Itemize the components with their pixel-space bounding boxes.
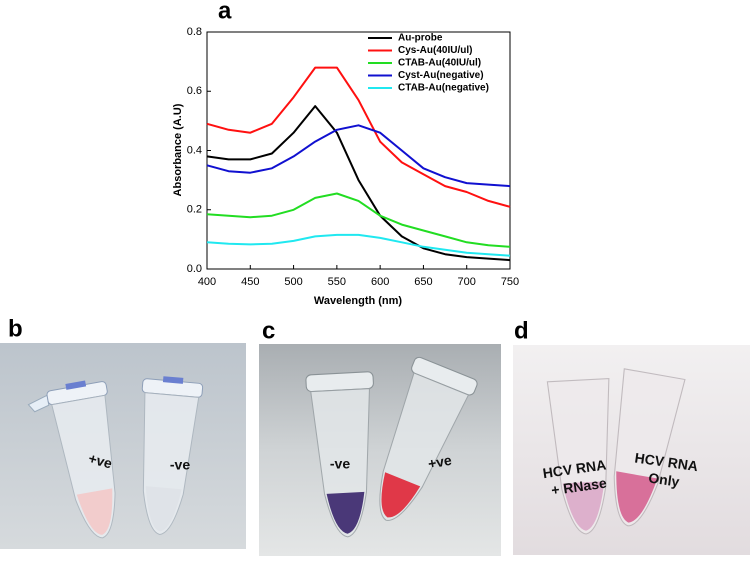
y-axis-label: Absorbance (A.U) — [172, 103, 184, 196]
x-tick-label: 600 — [371, 276, 389, 288]
tube-label: -ve — [170, 457, 190, 473]
tube — [613, 368, 686, 527]
tube — [379, 356, 478, 521]
panel-label: c — [262, 317, 275, 344]
tube-label: + RNase — [550, 475, 608, 499]
y-tick-label: 0.0 — [187, 263, 202, 275]
y-tick-label: 0.8 — [187, 26, 202, 38]
legend-label: CTAB-Au(40IU/ul) — [398, 58, 481, 69]
tube-label: Only — [647, 470, 680, 490]
tube-label: -ve — [330, 456, 350, 472]
x-tick-label: 400 — [198, 276, 216, 288]
panel-label: d — [514, 317, 529, 344]
tube-label: +ve — [427, 452, 453, 472]
tube — [305, 371, 374, 538]
x-tick-label: 450 — [241, 276, 259, 288]
line-series — [206, 124, 511, 188]
x-tick-label: 550 — [328, 276, 346, 288]
y-tick-label: 0.4 — [187, 144, 202, 156]
tube-label: +ve — [87, 450, 114, 472]
panel-label: b — [8, 315, 23, 342]
x-tick-label: 750 — [501, 276, 519, 288]
x-tick-label: 650 — [414, 276, 432, 288]
panel-label: a — [218, 0, 232, 24]
tube — [27, 380, 116, 539]
y-tick-label: 0.6 — [187, 85, 202, 97]
tube — [546, 378, 610, 535]
x-axis-label: Wavelength (nm) — [314, 295, 403, 307]
line-series — [206, 66, 511, 208]
legend-label: CTAB-Au(negative) — [398, 83, 489, 94]
line-series — [206, 192, 511, 248]
x-tick-label: 500 — [284, 276, 302, 288]
legend-label: Cyst-Au(negative) — [398, 70, 484, 81]
x-tick-label: 700 — [458, 276, 476, 288]
y-tick-label: 0.2 — [187, 204, 202, 216]
tube — [141, 376, 204, 535]
legend-label: Cys-Au(40IU/ul) — [398, 45, 472, 56]
line-series — [206, 233, 511, 257]
legend-label: Au-probe — [398, 33, 443, 44]
photo — [0, 343, 246, 549]
line-series — [206, 105, 511, 262]
